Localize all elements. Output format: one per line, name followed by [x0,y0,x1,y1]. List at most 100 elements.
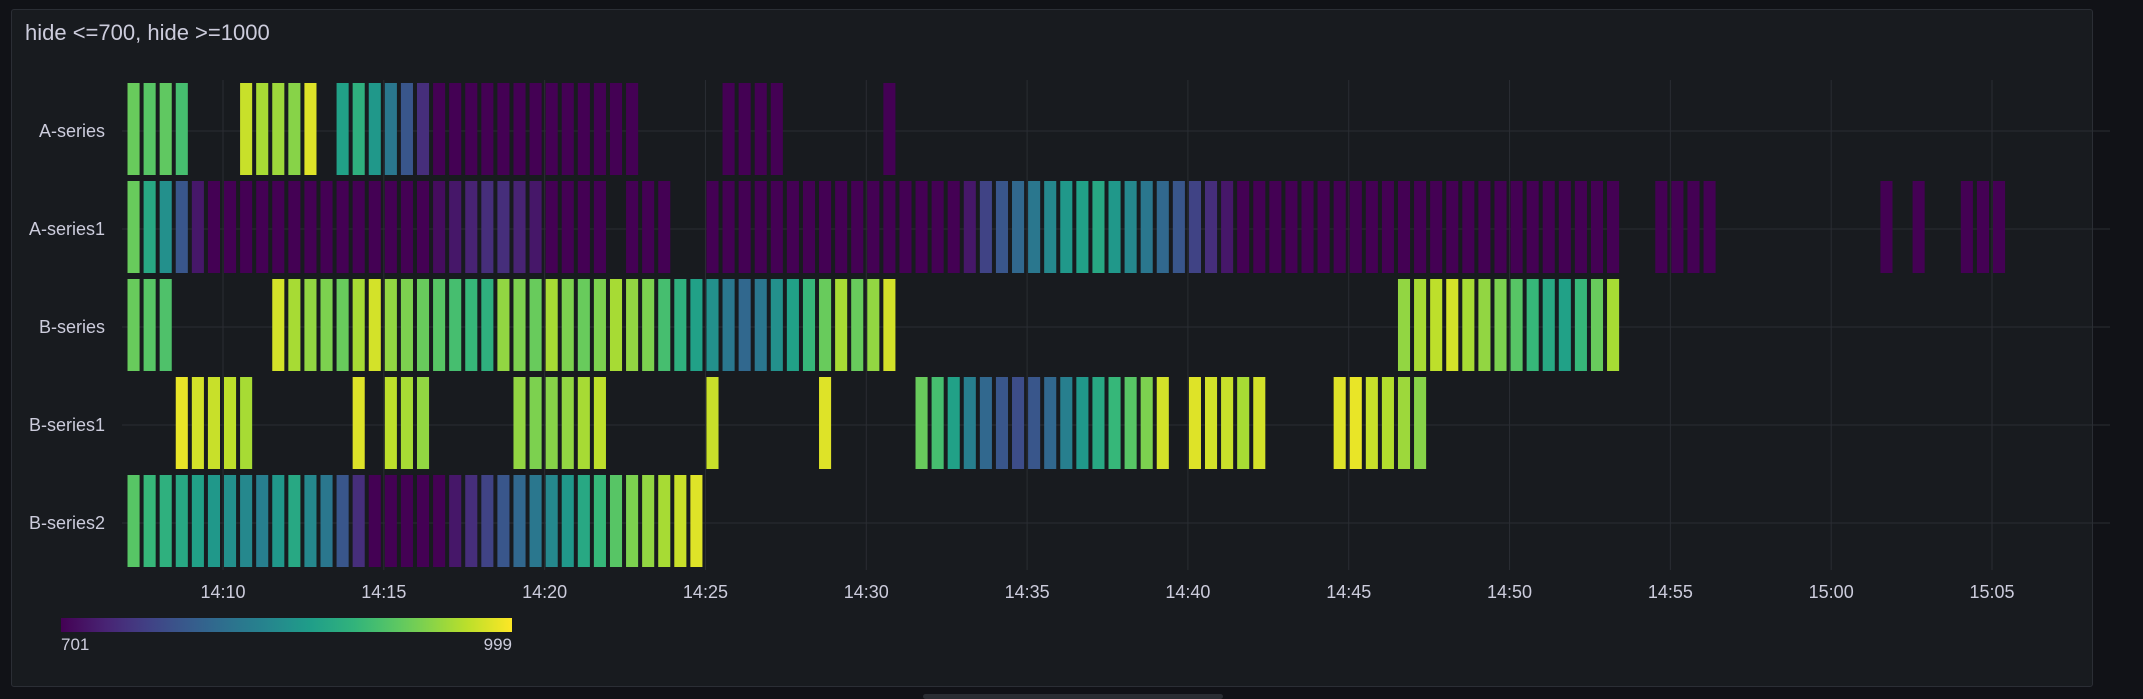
heatmap-cell [1333,181,1346,273]
heatmap-cell [1655,181,1668,273]
heatmap-cell [529,83,542,175]
heatmap-cell [995,377,1009,469]
heatmap-cell [561,475,574,567]
heatmap-cell [1558,181,1571,273]
heatmap-cell [143,83,156,175]
heatmap-cell [626,279,639,371]
heatmap-cell [497,181,510,273]
heatmap-cell [1221,377,1234,469]
heatmap-cell [1590,181,1604,273]
heatmap-cell [352,279,365,371]
heatmap-cell [481,83,494,175]
heatmap-cell [722,83,735,175]
x-tick-label: 14:15 [361,582,406,602]
heatmap-cell [690,475,703,567]
heatmap-cell [368,475,381,567]
heatmap-cell [384,279,397,371]
heatmap-cell [224,181,237,273]
heatmap-cell [449,181,462,273]
heatmap-cell [561,377,574,469]
heatmap-cell [915,377,928,469]
heatmap-cell [1381,181,1394,273]
heatmap-cell [127,83,140,175]
heatmap-cell [336,181,349,273]
heatmap-cell [288,475,301,567]
scrollbar[interactable] [923,694,1223,699]
heatmap-cell [851,279,864,371]
heatmap-cell [513,279,526,371]
heatmap-cell [449,279,462,371]
heatmap-cell [272,181,285,273]
heatmap-cell [1526,181,1539,273]
heatmap-cell [240,475,253,567]
heatmap-cell [979,377,992,469]
heatmap-cell [1462,279,1475,371]
heatmap-cell [1590,279,1604,371]
heatmap-cell [561,181,574,273]
heatmap-cell [529,181,542,273]
heatmap-cell [256,181,269,273]
heatmap-cell [127,279,140,371]
heatmap-cell [1397,377,1411,469]
heatmap-cell [658,181,671,273]
heatmap-cell [1414,377,1427,469]
heatmap-cell [1880,181,1893,273]
heatmap-cell [272,475,285,567]
heatmap-cell [1607,181,1620,273]
heatmap-cell [433,83,446,175]
heatmap-cell [851,181,864,273]
heatmap-cell [802,181,816,273]
heatmap-cell [1494,181,1507,273]
x-tick-label: 14:30 [844,582,889,602]
heatmap-cell [1542,181,1555,273]
heatmap-cell [143,181,156,273]
x-tick-label: 14:35 [1005,582,1050,602]
heatmap-cell [384,377,397,469]
heatmap-cell [1414,279,1427,371]
heatmap-cell [497,279,510,371]
heatmap-cell [1446,181,1459,273]
heatmap-cell [1526,279,1539,371]
heatmap-cell [819,181,832,273]
heatmap-cell [577,83,590,175]
heatmap-cell [1703,181,1716,273]
heatmap-cell [368,83,381,175]
heatmap-cell [207,377,220,469]
heatmap-cell [1060,377,1073,469]
heatmap-cell [835,181,848,273]
heatmap-cell [802,279,816,371]
heatmap-cell [1092,377,1105,469]
heatmap-cell [240,181,253,273]
heatmap-cell [931,377,944,469]
heatmap-cell [609,475,623,567]
heatmap-cell [545,181,558,273]
heatmap-cell [770,279,783,371]
heatmap-cell [513,181,526,273]
heatmap-cell [497,83,510,175]
heatmap-cell [416,279,430,371]
series-label: A-series1 [29,219,105,239]
heatmap-cell [770,83,783,175]
heatmap-cell [1140,377,1153,469]
x-tick-label: 14:25 [683,582,728,602]
heatmap-cell [1687,181,1700,273]
heatmap-cell [320,279,333,371]
heatmap-cell [1269,181,1282,273]
heatmap-cell [545,475,558,567]
heatmap-cell [352,475,365,567]
heatmap-cell [416,475,430,567]
heatmap-cell [609,83,623,175]
heatmap-cell [449,83,462,175]
heatmap-cell [593,181,606,273]
heatmap-cell [706,279,719,371]
heatmap-cell [1044,181,1057,273]
heatmap-cell [1028,377,1041,469]
heatmap-cell [529,279,542,371]
heatmap-cell [175,377,188,469]
heatmap-cell [1204,181,1218,273]
heatmap-cell [706,377,719,469]
heatmap-cell [416,181,430,273]
heatmap-cell [384,475,397,567]
heatmap-cell [1156,377,1169,469]
x-tick-label: 15:05 [1969,582,2014,602]
